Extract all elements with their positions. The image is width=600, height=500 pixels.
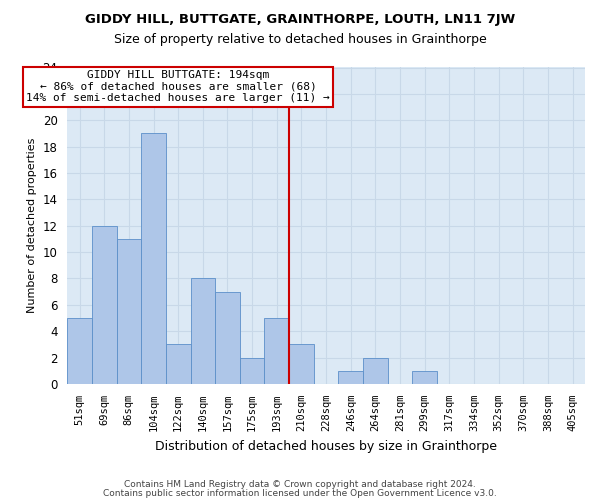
Bar — [67, 318, 92, 384]
Bar — [92, 226, 116, 384]
Text: Size of property relative to detached houses in Grainthorpe: Size of property relative to detached ho… — [113, 32, 487, 46]
Bar — [338, 371, 363, 384]
Bar — [240, 358, 265, 384]
Bar — [166, 344, 191, 384]
Text: Contains HM Land Registry data © Crown copyright and database right 2024.: Contains HM Land Registry data © Crown c… — [124, 480, 476, 489]
Bar — [215, 292, 240, 384]
Bar — [265, 318, 289, 384]
Text: Contains public sector information licensed under the Open Government Licence v3: Contains public sector information licen… — [103, 489, 497, 498]
Text: GIDDY HILL, BUTTGATE, GRAINTHORPE, LOUTH, LN11 7JW: GIDDY HILL, BUTTGATE, GRAINTHORPE, LOUTH… — [85, 12, 515, 26]
Text: GIDDY HILL BUTTGATE: 194sqm
← 86% of detached houses are smaller (68)
14% of sem: GIDDY HILL BUTTGATE: 194sqm ← 86% of det… — [26, 70, 330, 103]
Y-axis label: Number of detached properties: Number of detached properties — [27, 138, 37, 314]
Bar — [412, 371, 437, 384]
Bar — [363, 358, 388, 384]
Bar — [191, 278, 215, 384]
Bar — [289, 344, 314, 384]
Bar — [141, 134, 166, 384]
Bar — [116, 239, 141, 384]
X-axis label: Distribution of detached houses by size in Grainthorpe: Distribution of detached houses by size … — [155, 440, 497, 452]
